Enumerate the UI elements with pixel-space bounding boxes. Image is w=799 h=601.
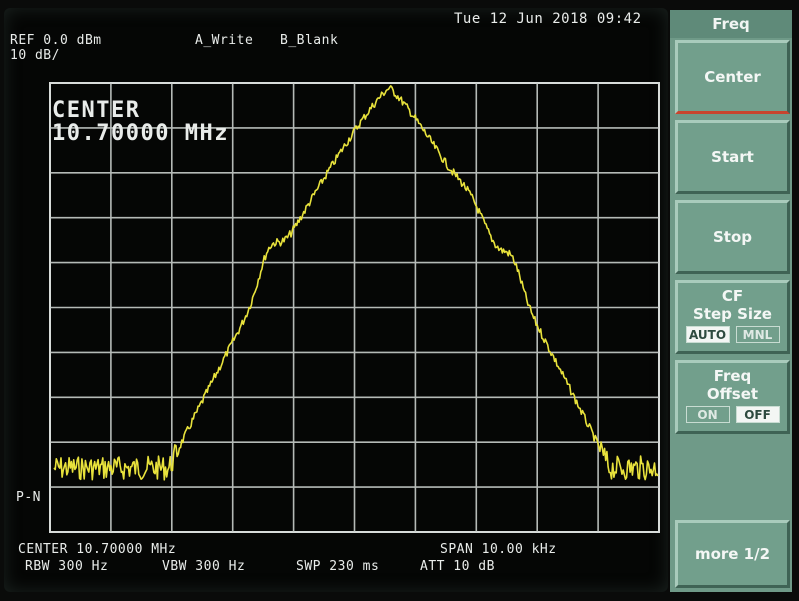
analyzer-screen <box>4 8 668 592</box>
active-function-value: 10.70000 MHz <box>52 121 229 146</box>
cf-step-line2: Step Size <box>693 305 772 323</box>
scale-per-division: 10 dB/ <box>10 48 60 63</box>
reference-level: REF 0.0 dBm <box>10 33 102 48</box>
sweep-time-readout: SWP 230 ms <box>296 559 380 574</box>
spectrum-trace <box>53 85 659 481</box>
freq-offset-off-option[interactable]: OFF <box>735 406 780 423</box>
start-softkey-label: Start <box>711 148 754 166</box>
freq-offset-line2: Offset <box>706 385 759 403</box>
trace-b-mode: B_Blank <box>280 33 339 48</box>
center-softkey-label: Center <box>704 68 761 86</box>
stop-softkey[interactable]: Stop <box>675 200 790 274</box>
center-softkey[interactable]: Center <box>675 40 790 114</box>
freq-offset-on-option[interactable]: ON <box>685 406 730 423</box>
more-softkey[interactable]: more 1/2 <box>675 520 790 588</box>
more-softkey-label: more 1/2 <box>694 545 771 563</box>
timestamp: Tue 12 Jun 2018 09:42 <box>454 11 642 27</box>
cf-step-manual-option[interactable]: MNL <box>735 326 780 343</box>
cf-step-auto-option[interactable]: AUTO <box>685 326 730 343</box>
center-frequency-readout: CENTER 10.70000 MHz <box>18 542 177 557</box>
stop-softkey-label: Stop <box>712 228 753 246</box>
vbw-readout: VBW 300 Hz <box>162 559 246 574</box>
start-softkey[interactable]: Start <box>675 120 790 194</box>
freq-offset-softkey[interactable]: Freq Offset ON OFF <box>675 360 790 434</box>
cf-step-size-softkey[interactable]: CF Step Size AUTO MNL <box>675 280 790 354</box>
span-readout: SPAN 10.00 kHz <box>440 542 557 557</box>
rbw-readout: RBW 300 Hz <box>25 559 109 574</box>
cf-step-line1: CF <box>721 287 744 305</box>
marker-label: P-N <box>16 490 41 505</box>
softkey-menu-title: Freq <box>670 10 792 38</box>
attenuation-readout: ATT 10 dB <box>420 559 495 574</box>
freq-offset-line1: Freq <box>713 367 752 385</box>
trace-a-mode: A_Write <box>195 33 254 48</box>
active-function-title: CENTER <box>52 98 141 123</box>
